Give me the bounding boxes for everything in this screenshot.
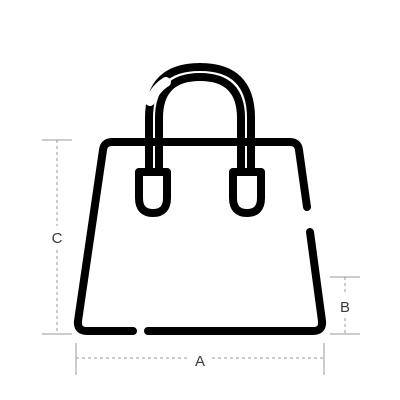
bag-body-right: [144, 228, 327, 335]
handle-gap: [145, 77, 171, 106]
left-loop: [135, 168, 171, 217]
handle-inner: [155, 73, 245, 172]
bag-body: [73, 138, 311, 335]
handbag-icon: [73, 63, 327, 335]
dimension-lines: [42, 139, 360, 375]
right-loop: [229, 168, 265, 217]
dim-label-c: C: [52, 230, 63, 247]
dim-label-a: A: [195, 353, 205, 370]
dim-label-b: B: [340, 299, 350, 316]
